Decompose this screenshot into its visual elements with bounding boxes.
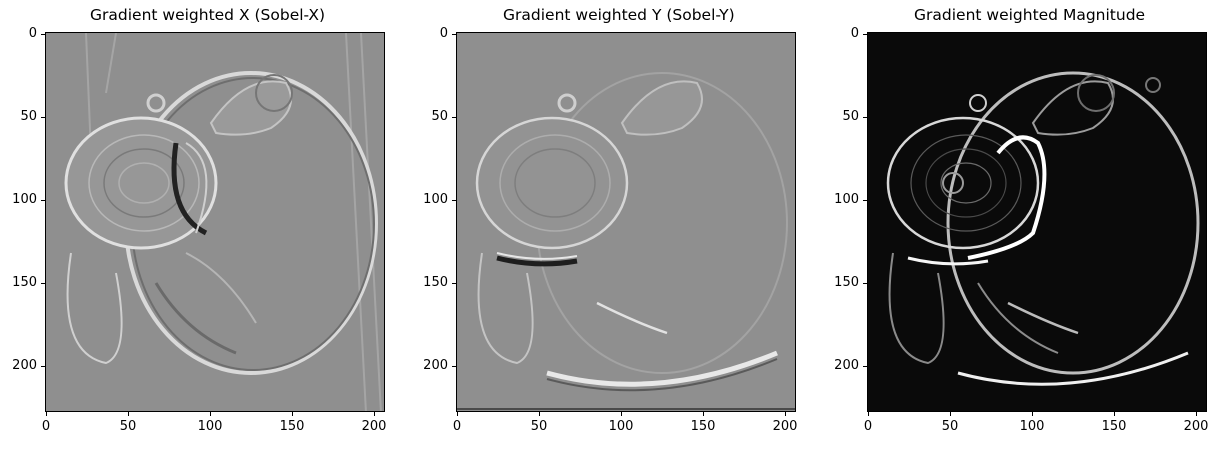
- y-tick: 150: [12, 275, 45, 290]
- y-tick: 50: [431, 109, 456, 124]
- magnitude-image: [868, 33, 1206, 411]
- y-tick: 150: [423, 275, 456, 290]
- y-tick: 200: [423, 358, 456, 373]
- image-magnitude: [867, 32, 1207, 412]
- y-tick: 0: [851, 26, 867, 41]
- panel-title: Gradient weighted Magnitude: [914, 6, 1146, 24]
- y-tick: 0: [29, 26, 45, 41]
- image-sobel-x: [45, 32, 385, 412]
- y-tick: 100: [12, 192, 45, 207]
- panel-title: Gradient weighted Y (Sobel-Y): [503, 6, 735, 24]
- y-tick: 100: [834, 192, 867, 207]
- panel-sobel-y: Gradient weighted Y (Sobel-Y) 0 5: [423, 6, 798, 434]
- y-tick: 0: [440, 26, 456, 41]
- panel-title: Gradient weighted X (Sobel-X): [90, 6, 326, 24]
- image-sobel-y: [456, 32, 796, 412]
- y-tick: 200: [834, 358, 867, 373]
- panel-magnitude: Gradient weighted Magnitude: [834, 6, 1209, 434]
- relief-image-y: [457, 33, 795, 411]
- y-tick: 200: [12, 358, 45, 373]
- y-tick: 50: [20, 109, 45, 124]
- panel-sobel-x: Gradient weighted X (Sobel-X): [12, 6, 387, 434]
- y-tick: 150: [834, 275, 867, 290]
- y-tick: 50: [842, 109, 867, 124]
- y-tick: 100: [423, 192, 456, 207]
- relief-image-x: [46, 33, 384, 411]
